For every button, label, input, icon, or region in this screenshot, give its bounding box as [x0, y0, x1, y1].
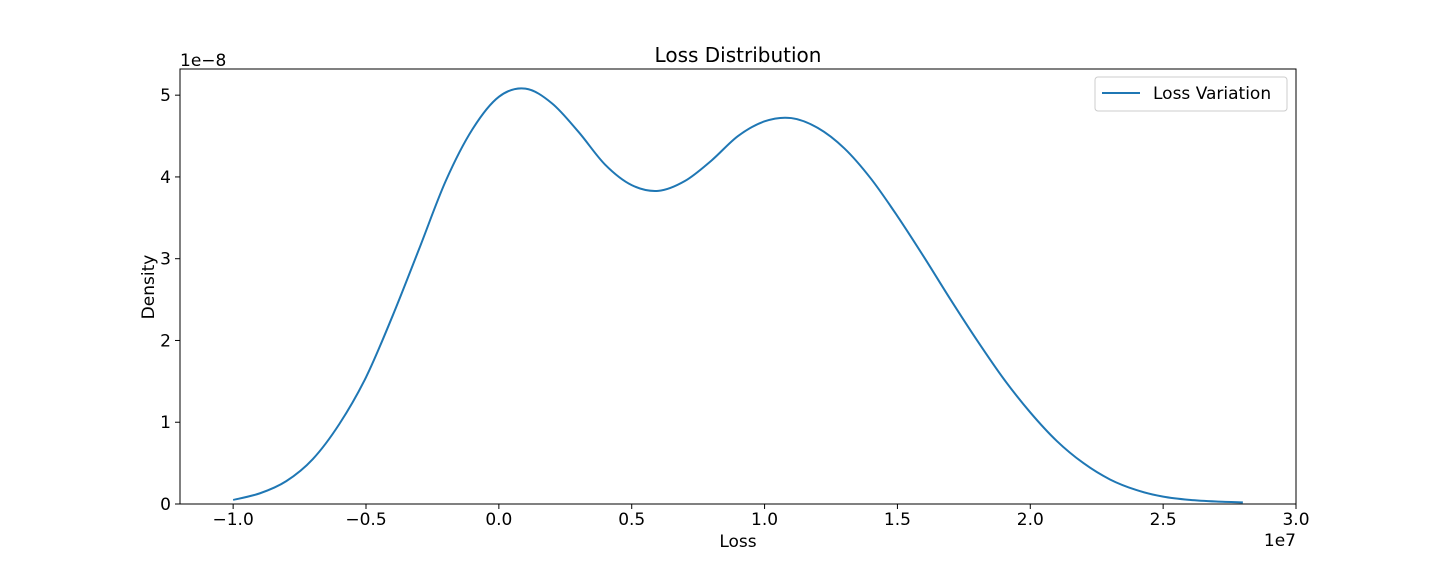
x-tick-label: −1.0 — [213, 510, 254, 530]
legend: Loss Variation — [1094, 76, 1288, 112]
x-axis-label: Loss — [719, 532, 756, 552]
x-tick-label: 1.5 — [884, 510, 911, 530]
x-tick-label: −0.5 — [345, 510, 386, 530]
x-tick-label: 2.5 — [1150, 510, 1177, 530]
y-tick-label: 3 — [160, 250, 171, 270]
axis-ticks: −1.0 −0.5 0.0 0.5 1.0 1.5 2.0 2.5 3.0 0 1 2 3 4 5 — [160, 86, 1309, 530]
plot-frame — [179, 68, 1297, 505]
legend-label-loss-variation: Loss Variation — [1153, 84, 1271, 104]
y-tick-label: 5 — [160, 86, 171, 106]
y-tick-label: 1 — [160, 413, 171, 433]
x-tick-label: 3.0 — [1282, 510, 1309, 530]
y-tick-label: 2 — [160, 331, 171, 351]
y-tick-label: 0 — [160, 495, 171, 515]
x-tick-label: 0.5 — [618, 510, 645, 530]
plot-area — [232, 87, 1243, 504]
x-tick-label: 0.0 — [485, 510, 512, 530]
x-tick-label: 1.0 — [751, 510, 778, 530]
y-tick-label: 4 — [160, 168, 171, 188]
x-offset-text: 1e7 — [1264, 531, 1296, 551]
series-line-loss-variation — [232, 87, 1243, 504]
y-axis-label: Density — [139, 255, 159, 320]
legend-box — [1094, 76, 1288, 112]
x-tick-label: 2.0 — [1017, 510, 1044, 530]
y-offset-text: 1e−8 — [180, 51, 226, 71]
chart-title: Loss Distribution — [655, 43, 822, 67]
